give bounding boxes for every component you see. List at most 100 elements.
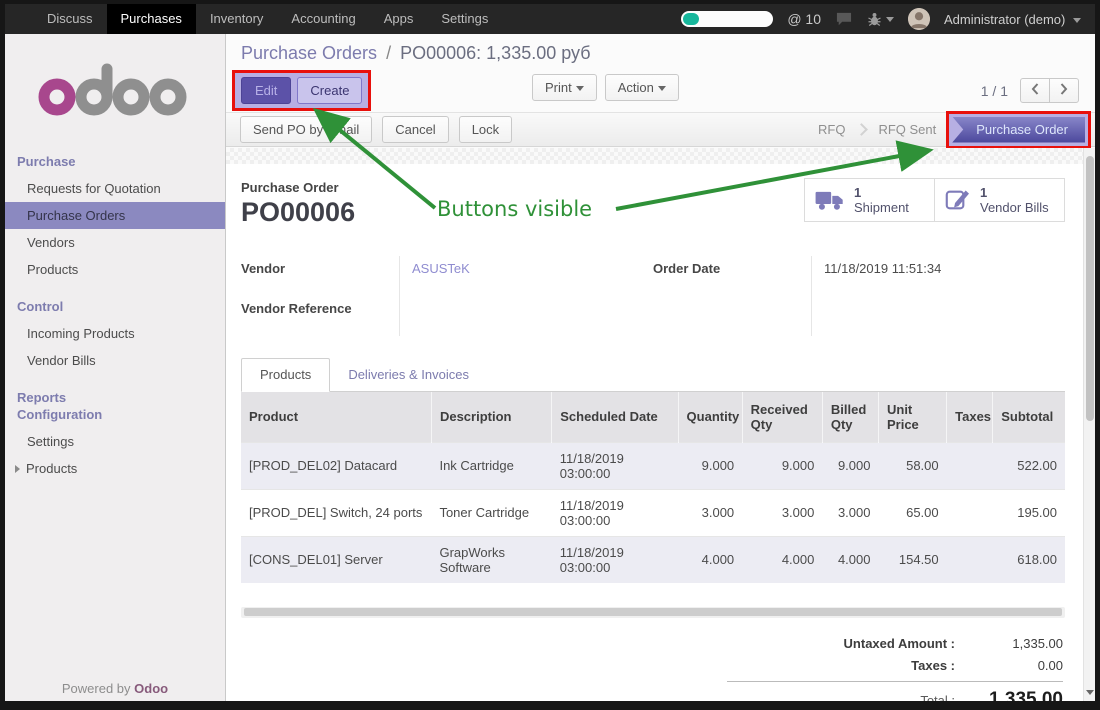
avatar[interactable]	[908, 8, 930, 30]
status-bar: Send PO by Email Cancel Lock RFQ RFQ Sen…	[226, 110, 1095, 149]
breadcrumb-current: PO00006: 1,335.00 руб	[400, 43, 591, 63]
sidebar-item-requests-for-quotation[interactable]: Requests for Quotation	[27, 181, 161, 196]
status-step-rfq[interactable]: RFQ	[817, 122, 846, 137]
shipment-count: 1	[854, 185, 862, 200]
vendor-bills-count: 1	[980, 185, 988, 200]
status-step-rfq-sent[interactable]: RFQ Sent	[878, 122, 937, 137]
cancel-button[interactable]: Cancel	[382, 116, 449, 143]
odoo-link[interactable]: Odoo	[134, 681, 169, 696]
nav-inventory[interactable]: Inventory	[209, 11, 264, 26]
main-content: Purchase Orders / PO00006: 1,335.00 руб …	[226, 34, 1095, 701]
total-label: Total :	[920, 693, 955, 701]
timer-progress-pill	[681, 11, 774, 27]
nav-discuss[interactable]: Discuss	[47, 11, 93, 26]
debug-menu[interactable]	[867, 12, 894, 27]
chevron-left-icon	[1031, 83, 1039, 95]
vendor-label: Vendor	[241, 261, 286, 276]
scroll-down-arrow-icon[interactable]	[1086, 690, 1094, 695]
breadcrumb: Purchase Orders / PO00006: 1,335.00 руб	[241, 43, 591, 64]
order-date-value: 11/18/2019 11:51:34	[811, 256, 1065, 304]
vertical-scrollbar[interactable]	[1083, 148, 1095, 701]
sidebar-section-reports: Reports	[17, 390, 67, 405]
untaxed-amount-value: 1,335.00	[1012, 636, 1063, 651]
col-unit-price[interactable]: Unit Price	[878, 392, 948, 442]
top-menu-bar: Discuss Purchases Inventory Accounting A…	[5, 4, 1095, 34]
powered-by: Powered by Odoo	[61, 681, 169, 696]
col-product[interactable]: Product	[241, 392, 432, 442]
purchase-order-highlight-box: Purchase Order	[946, 110, 1091, 149]
truck-icon	[815, 191, 843, 210]
nav-purchases[interactable]: Purchases	[106, 4, 196, 34]
chevron-down-icon	[886, 16, 894, 22]
table-row[interactable]: [PROD_DEL] Switch, 24 ports Toner Cartri…	[241, 488, 1065, 536]
tab-products[interactable]: Products	[241, 358, 331, 392]
col-scheduled-date[interactable]: Scheduled Date	[551, 392, 679, 442]
messages-icon[interactable]	[835, 12, 853, 27]
breadcrumb-parent[interactable]: Purchase Orders	[241, 43, 378, 63]
nav-settings[interactable]: Settings	[441, 11, 489, 26]
col-billed-qty[interactable]: Billed Qty	[822, 392, 879, 442]
vertical-scrollbar-thumb[interactable]	[1086, 156, 1094, 421]
edit-note-icon	[945, 190, 969, 210]
chevron-right-icon	[1060, 83, 1068, 95]
sidebar-item-settings[interactable]: Settings	[27, 434, 74, 449]
sidebar-item-purchase-orders[interactable]: Purchase Orders	[5, 202, 225, 229]
action-button[interactable]: Action	[604, 74, 679, 101]
status-step-purchase-order[interactable]: Purchase Order	[952, 116, 1085, 143]
step-separator-icon	[855, 123, 869, 136]
shipment-stat-button[interactable]: 1 Shipment	[804, 178, 935, 222]
table-row[interactable]: [CONS_DEL01] Server GrapWorks Software 1…	[241, 535, 1065, 583]
vendor-value[interactable]: ASUSTeK	[399, 256, 653, 296]
col-description[interactable]: Description	[431, 392, 553, 442]
lock-button[interactable]: Lock	[458, 116, 513, 143]
table-row[interactable]: [PROD_DEL02] Datacard Ink Cartridge 11/1…	[241, 441, 1065, 489]
chevron-down-icon	[1073, 17, 1081, 23]
taxes-value: 0.00	[1037, 658, 1063, 673]
shipment-label: Shipment	[854, 200, 909, 215]
edit-button[interactable]: Edit	[241, 77, 292, 104]
nav-accounting[interactable]: Accounting	[291, 11, 356, 26]
print-button[interactable]: Print	[532, 74, 597, 101]
pager-next-button[interactable]	[1049, 78, 1079, 103]
sidebar-item-vendors[interactable]: Vendors	[27, 235, 75, 250]
pager-previous-button[interactable]	[1020, 78, 1050, 103]
user-name: Administrator (demo)	[944, 11, 1066, 27]
sidebar-section-purchase: Purchase	[17, 154, 76, 169]
taxes-label: Taxes :	[911, 658, 955, 673]
vendor-reference-value	[399, 296, 653, 336]
sidebar-section-control: Control	[17, 299, 64, 314]
order-date-label: Order Date	[653, 261, 721, 276]
nav-apps[interactable]: Apps	[383, 11, 414, 26]
breadcrumb-separator: /	[386, 43, 392, 63]
col-quantity[interactable]: Quantity	[678, 392, 743, 442]
tab-deliveries-invoices[interactable]: Deliveries & Invoices	[348, 367, 469, 382]
sidebar-item-incoming-products[interactable]: Incoming Products	[27, 326, 135, 341]
mention-counter[interactable]: @ 10	[787, 11, 821, 27]
form-background-hatch	[226, 148, 1083, 164]
sidebar-item-vendor-bills[interactable]: Vendor Bills	[27, 353, 96, 368]
horizontal-scrollbar-thumb[interactable]	[244, 608, 1062, 616]
col-taxes[interactable]: Taxes	[946, 392, 994, 442]
table-header-row: Product Description Scheduled Date Quant…	[241, 392, 1065, 442]
vendor-bills-label: Vendor Bills	[980, 200, 1049, 215]
user-menu[interactable]: Administrator (demo)	[944, 12, 1081, 27]
form-sheet: 1 Shipment 1 Vendor Bills Purch	[226, 164, 1083, 701]
caret-right-icon	[15, 465, 20, 473]
create-button[interactable]: Create	[297, 77, 363, 104]
total-value: 1,335.00	[989, 689, 1063, 701]
odoo-logo	[38, 63, 187, 116]
col-received-qty[interactable]: Received Qty	[742, 392, 823, 442]
timer-progress-fill	[683, 13, 700, 25]
sidebar-item-products[interactable]: Products	[27, 262, 79, 277]
sidebar-item-products-config[interactable]: Products	[5, 455, 225, 482]
form-fields: Vendor ASUSTeK Vendor Reference Order Da…	[241, 256, 1065, 336]
send-po-by-email-button[interactable]: Send PO by Email	[240, 116, 373, 143]
vendor-bills-stat-button[interactable]: 1 Vendor Bills	[934, 178, 1065, 222]
horizontal-scrollbar[interactable]	[241, 607, 1065, 618]
main-nav: Discuss Purchases Inventory Accounting A…	[33, 4, 502, 34]
doc-type-label: Purchase Order	[241, 180, 339, 195]
col-subtotal[interactable]: Subtotal	[992, 392, 1065, 442]
chevron-down-icon	[657, 86, 666, 92]
sidebar: Purchase Requests for Quotation Purchase…	[5, 34, 226, 701]
